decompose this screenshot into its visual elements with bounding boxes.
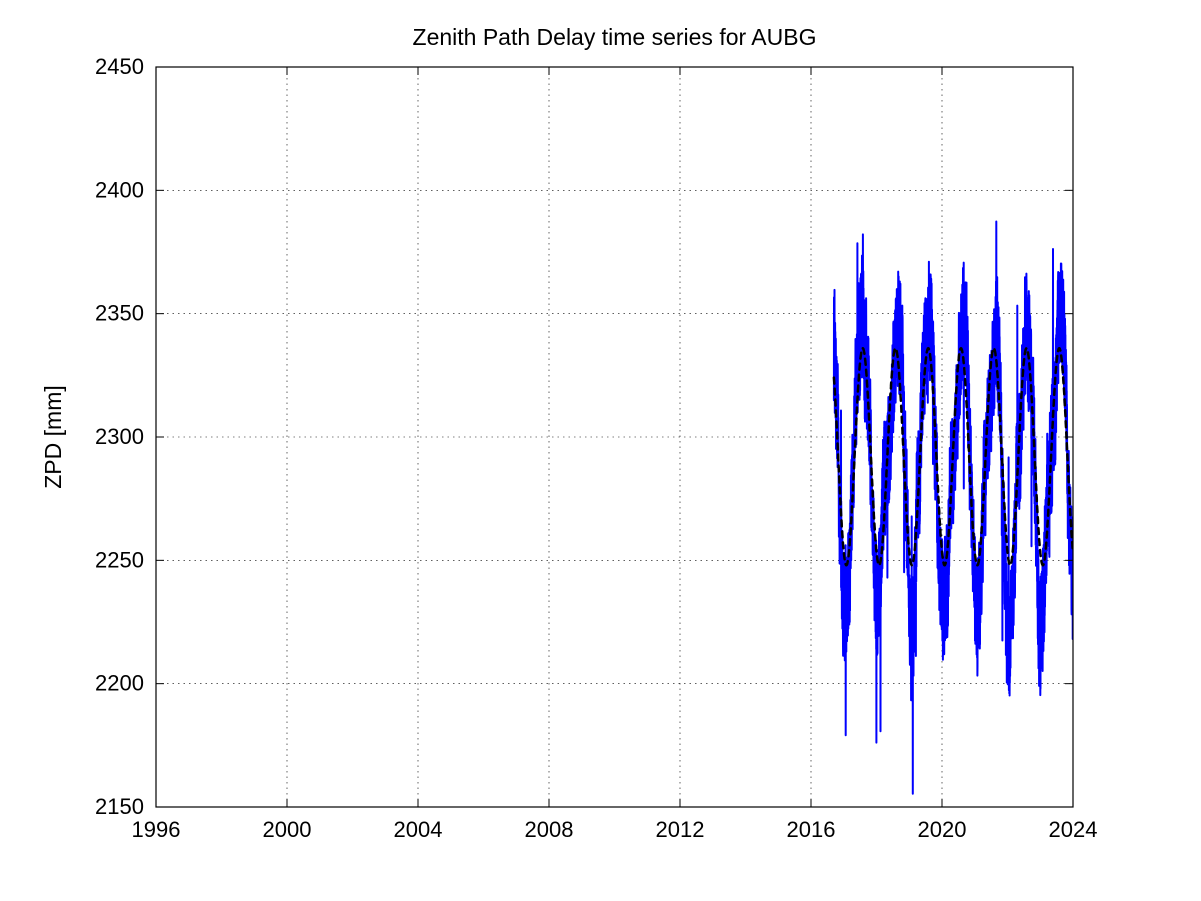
xtick-label: 2004 [394,817,443,842]
ytick-label: 2400 [95,177,144,202]
y-axis-label: ZPD [mm] [40,385,66,489]
xtick-label: 1996 [132,817,181,842]
ytick-label: 2450 [95,54,144,79]
ytick-label: 2200 [95,671,144,696]
ytick-label: 2150 [95,794,144,819]
chart-svg: 1996 2000 2004 2008 2012 2016 2020 2024 2150 2200… [0,0,1201,901]
xtick-label: 2016 [787,817,836,842]
chart-title: Zenith Path Delay time series for AUBG [413,24,817,50]
xtick-label: 2024 [1049,817,1098,842]
ytick-label: 2350 [95,301,144,326]
xtick-label: 2012 [656,817,705,842]
chart-container: 1996 2000 2004 2008 2012 2016 2020 2024 2150 2200… [0,0,1201,901]
ytick-label: 2250 [95,547,144,572]
xtick-label: 2020 [918,817,967,842]
xtick-label: 2000 [263,817,312,842]
ytick-label: 2300 [95,424,144,449]
xtick-label: 2008 [525,817,574,842]
